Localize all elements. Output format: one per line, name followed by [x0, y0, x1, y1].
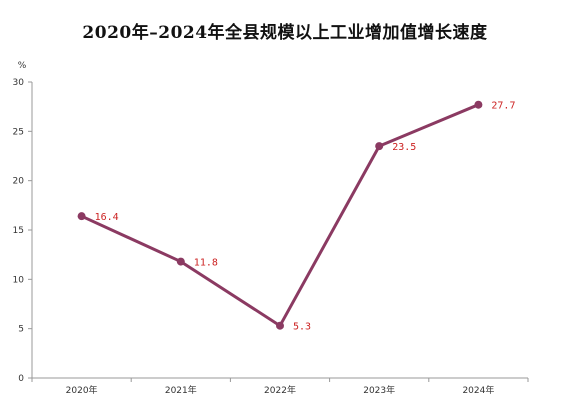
y-tick-label: 20	[13, 177, 25, 187]
data-point	[176, 257, 185, 266]
y-tick-label: 0	[18, 374, 24, 384]
chart-title: 2020年–2024年全县规模以上工业增加值增长速度	[82, 23, 488, 43]
x-tick-label: 2021年	[165, 384, 197, 396]
data-label: 16.4	[95, 212, 119, 223]
data-point	[276, 321, 284, 330]
data-point	[77, 212, 86, 221]
y-tick-label: 25	[13, 127, 24, 137]
x-tick-label: 2020年	[66, 384, 98, 396]
y-tick-label: 5	[18, 325, 24, 335]
y-tick-label: 30	[13, 78, 25, 88]
data-point	[474, 100, 483, 109]
x-tick-label: 2023年	[363, 384, 395, 396]
y-axis-unit-label: %	[18, 61, 27, 71]
data-point	[375, 142, 384, 151]
series-line	[80, 103, 479, 328]
y-tick-label: 10	[13, 275, 25, 285]
data-label: 27.7	[491, 101, 515, 112]
data-label: 11.8	[194, 258, 218, 269]
data-label: 5.3	[293, 322, 311, 333]
x-tick-label: 2022年	[264, 384, 296, 396]
data-label: 23.5	[392, 142, 416, 153]
y-tick-label: 15	[13, 226, 24, 236]
x-tick-label: 2024年	[462, 384, 494, 396]
